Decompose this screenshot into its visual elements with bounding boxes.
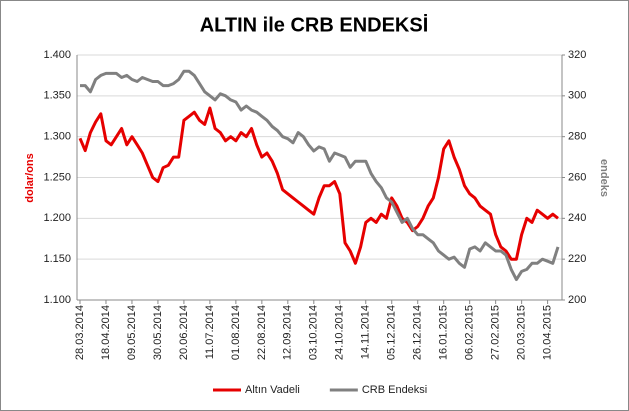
y-tick-label: 1.250 [43, 171, 71, 183]
y2-tick-label: 200 [568, 294, 586, 306]
x-tick-label: 20.03.2015 [516, 305, 528, 360]
y2-tick-label: 320 [568, 49, 586, 61]
x-tick-label: 18.04.2014 [100, 305, 112, 360]
y2-tick-label: 240 [568, 212, 586, 224]
series-line [80, 69, 560, 282]
y2-tick-label: 280 [568, 131, 586, 143]
y2-tick-label: 260 [568, 171, 586, 183]
y2-tick-label: 300 [568, 90, 586, 102]
x-tick-label: 10.04.2015 [542, 305, 554, 360]
y-tick-label: 1.350 [43, 90, 71, 102]
y-tick-label: 1.200 [43, 212, 71, 224]
y-tick-label: 1.150 [43, 253, 71, 265]
x-tick-label: 11.07.2014 [204, 305, 216, 359]
chart-title: ALTIN ile CRB ENDEKSİ [200, 13, 429, 36]
x-tick-label: 01.08.2014 [230, 305, 242, 360]
legend-label: CRB Endeksi [362, 384, 427, 396]
legend-label: Altın Vadeli [245, 384, 300, 396]
x-tick-label: 26.12.2014 [412, 305, 424, 360]
x-tick-label: 30.05.2014 [152, 305, 164, 360]
x-tick-label: 28.03.2014 [74, 305, 86, 360]
y-axis-title: dolar/ons [24, 153, 36, 203]
y-tick-label: 1.300 [43, 131, 71, 143]
y-tick-label: 1.400 [43, 49, 71, 61]
x-tick-label: 24.10.2014 [334, 305, 346, 360]
x-tick-label: 05.12.2014 [386, 305, 398, 360]
x-tick-label: 14.11.2014 [360, 305, 372, 359]
x-tick-label: 20.06.2014 [178, 305, 190, 360]
x-tick-label: 16.01.2015 [438, 305, 450, 360]
x-tick-label: 27.02.2015 [490, 305, 502, 360]
x-tick-label: 22.08.2014 [256, 305, 268, 360]
y-tick-label: 1.100 [43, 294, 71, 306]
x-tick-label: 06.02.2015 [464, 305, 476, 360]
y2-axis-title: endeks [598, 159, 610, 197]
x-tick-label: 12.09.2014 [282, 305, 294, 360]
y2-tick-label: 220 [568, 253, 586, 265]
x-tick-label: 09.05.2014 [126, 305, 138, 360]
x-tick-label: 03.10.2014 [308, 305, 320, 360]
series-line [78, 106, 559, 265]
